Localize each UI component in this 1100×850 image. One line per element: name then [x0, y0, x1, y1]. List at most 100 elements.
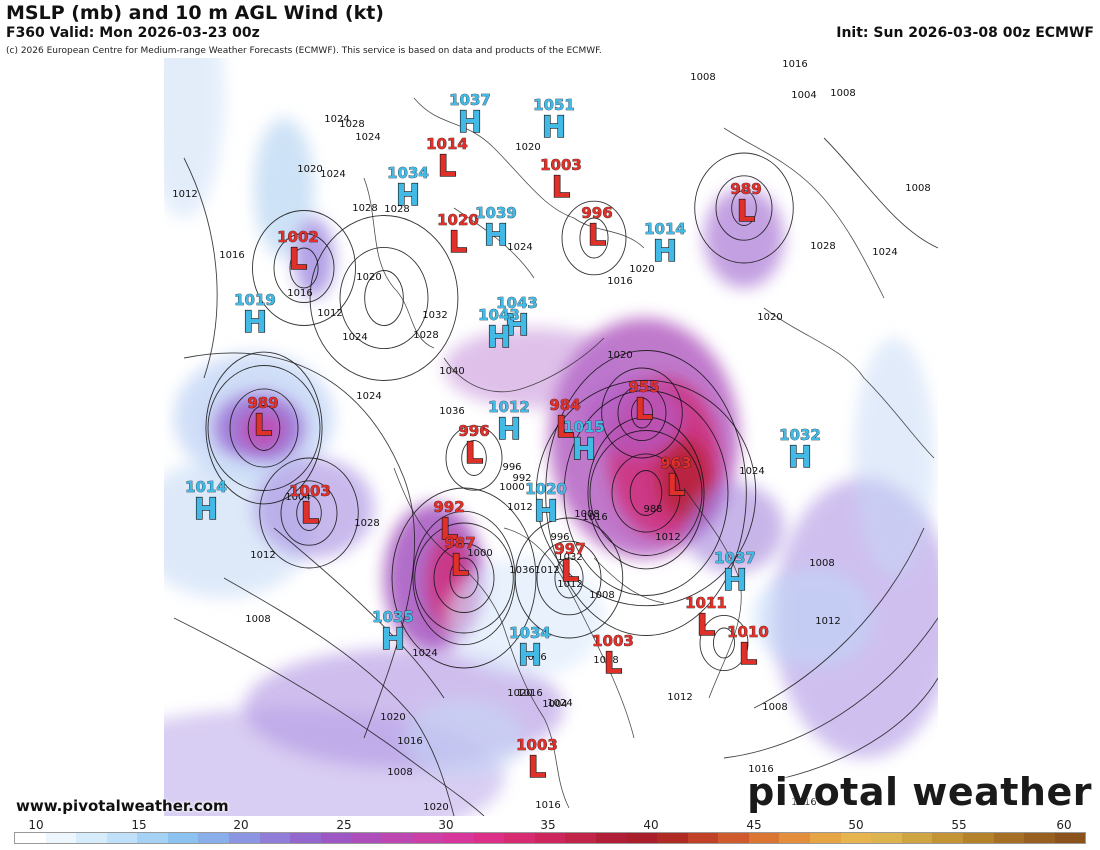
pressure-value: 1003	[592, 632, 634, 650]
colorbar-tick-label: 55	[951, 818, 967, 832]
low-symbol: L	[451, 548, 469, 582]
isobar-label: 1020	[297, 164, 322, 175]
colorbar-swatch	[810, 833, 841, 843]
pressure-value: 989	[247, 394, 278, 412]
high-symbol: H	[653, 234, 677, 268]
high-symbol: H	[534, 494, 558, 528]
low-symbol: L	[737, 194, 755, 228]
isobar-label: 1008	[809, 558, 834, 569]
colorbar-tick-label: 40	[643, 818, 659, 832]
colorbar-swatch	[473, 833, 505, 843]
colorbar-swatch	[595, 833, 627, 843]
colorbar-swatch	[137, 833, 168, 843]
colorbar-tick-label: 50	[848, 818, 864, 832]
pressure-value: 1014	[185, 478, 227, 496]
isobar-label: 1016	[535, 800, 560, 811]
isobar-label: 1008	[245, 614, 270, 625]
isobar-contours	[173, 137, 938, 816]
isobar-labels: 1008101210041008100810161024102010281024…	[172, 59, 930, 813]
low-symbol: L	[552, 170, 570, 204]
pressure-value: 1035	[372, 608, 414, 626]
colorbar-swatch	[718, 833, 749, 843]
isobar-label: 1008	[905, 183, 930, 194]
pressure-value: 992	[433, 498, 464, 516]
low-symbol: L	[438, 149, 456, 183]
isobar-label: 1020	[607, 350, 632, 361]
isobar-label: 1000	[467, 548, 492, 559]
coastlines	[363, 97, 935, 809]
isobar-label: 1016	[748, 764, 773, 775]
isobar-label: 1008	[574, 509, 599, 520]
isobar-label: 1024	[547, 698, 572, 709]
low-symbol: L	[561, 554, 579, 588]
high-symbol: H	[487, 320, 511, 354]
colorbar-swatch	[1054, 833, 1086, 843]
isobar-label: 1008	[593, 655, 618, 666]
pressure-value: 987	[444, 534, 475, 552]
colorbar-swatch	[504, 833, 535, 843]
isobar-label: 1024	[342, 332, 367, 343]
map-title: MSLP (mb) and 10 m AGL Wind (kt)	[6, 2, 384, 24]
isobar-label: 1020	[423, 802, 448, 813]
high-symbol: H	[484, 218, 508, 252]
low-symbol: L	[254, 408, 272, 442]
isobar-label: 1024	[507, 242, 532, 253]
isobar-label: 1008	[387, 767, 412, 778]
colorbar-swatch	[626, 833, 658, 843]
isobar-label: 1016	[287, 288, 312, 299]
colorbar-swatch	[15, 833, 46, 843]
pressure-value: 1043	[496, 294, 538, 312]
colorbar-swatch	[901, 833, 933, 843]
colorbar-swatch	[198, 833, 230, 843]
isobar-label: 1016	[397, 736, 422, 747]
isobar-label: 1020	[757, 312, 782, 323]
colorbar-swatch	[76, 833, 107, 843]
high-symbol: H	[518, 638, 542, 672]
init-time: Init: Sun 2026-03-08 00z ECMWF	[836, 25, 1094, 41]
high-symbol: H	[194, 492, 218, 526]
isobar-label: 1012	[507, 502, 532, 513]
pressure-value: 996	[581, 204, 612, 222]
pressure-value: 1020	[525, 480, 567, 498]
colorbar-swatch	[657, 833, 688, 843]
isobar-label: 1000	[499, 482, 524, 493]
pressure-value: 1034	[387, 164, 429, 182]
colorbar-swatch	[748, 833, 780, 843]
wind-speed-shading	[164, 58, 938, 816]
pressure-value: 1019	[234, 291, 276, 309]
colorbar-swatch	[381, 833, 413, 843]
isobar-label: 1012	[815, 616, 840, 627]
pressure-value: 1003	[289, 482, 331, 500]
colorbar-strip	[14, 832, 1086, 844]
pressure-value: 1043	[478, 306, 520, 324]
pressure-value: 1014	[426, 135, 468, 153]
isobar-label: 1012	[250, 550, 275, 561]
colorbar-swatch	[45, 833, 77, 843]
isobar-label: 1016	[219, 250, 244, 261]
colorbar-swatch	[871, 833, 902, 843]
pressure-value: 1039	[475, 204, 517, 222]
weather-map: 1008 1012 1004 1008 1008 1016 1024 1020 1028 1024…	[164, 58, 938, 816]
colorbar-swatch	[1024, 833, 1055, 843]
colorbar-swatch	[534, 833, 566, 843]
